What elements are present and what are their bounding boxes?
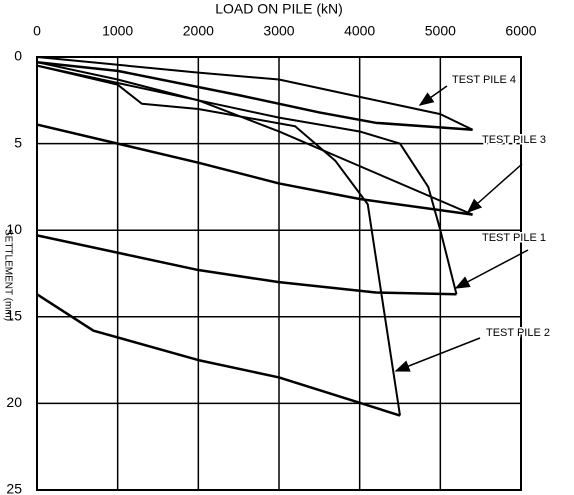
load-settlement-curve xyxy=(36,64,458,295)
annotation: TEST PILE 1 xyxy=(482,232,546,244)
annotation-arrow xyxy=(394,337,481,372)
annotation-arrow xyxy=(454,249,529,289)
y-tick-label: 5 xyxy=(14,134,22,150)
y-axis-label: SETTLEMENT (mm) xyxy=(2,229,13,321)
load-settlement-curve xyxy=(36,234,457,296)
annotation-arrow xyxy=(466,163,523,213)
x-tick-label: 6000 xyxy=(505,23,536,39)
load-settlement-curve xyxy=(36,123,473,216)
y-tick-label: 15 xyxy=(6,308,22,324)
y-tick-label: 0 xyxy=(14,48,22,64)
y-tick-label: 20 xyxy=(6,394,22,410)
load-settlement-curve xyxy=(36,293,401,417)
x-tick-label: 5000 xyxy=(425,23,456,39)
annotation: TEST PILE 2 xyxy=(486,327,550,339)
load-settlement-curve xyxy=(36,64,401,416)
x-tick-label: 2000 xyxy=(183,23,214,39)
x-tick-label: 4000 xyxy=(344,23,375,39)
annotation-arrow xyxy=(418,85,448,106)
annotation: TEST PILE 3 xyxy=(482,134,546,146)
x-tick-label: 3000 xyxy=(263,23,294,39)
y-tick-label: 10 xyxy=(6,221,22,237)
chart-title: LOAD ON PILE (kN) xyxy=(215,1,343,17)
plot-frame xyxy=(36,56,522,491)
x-tick-label: 0 xyxy=(33,23,41,39)
y-tick-label: 25 xyxy=(6,481,22,495)
x-tick-label: 1000 xyxy=(102,23,133,39)
load-settlement-curve xyxy=(36,60,473,131)
load-settlement-curve xyxy=(36,56,474,131)
annotation: TEST PILE 4 xyxy=(452,74,516,86)
load-settlement-curve xyxy=(36,61,473,216)
